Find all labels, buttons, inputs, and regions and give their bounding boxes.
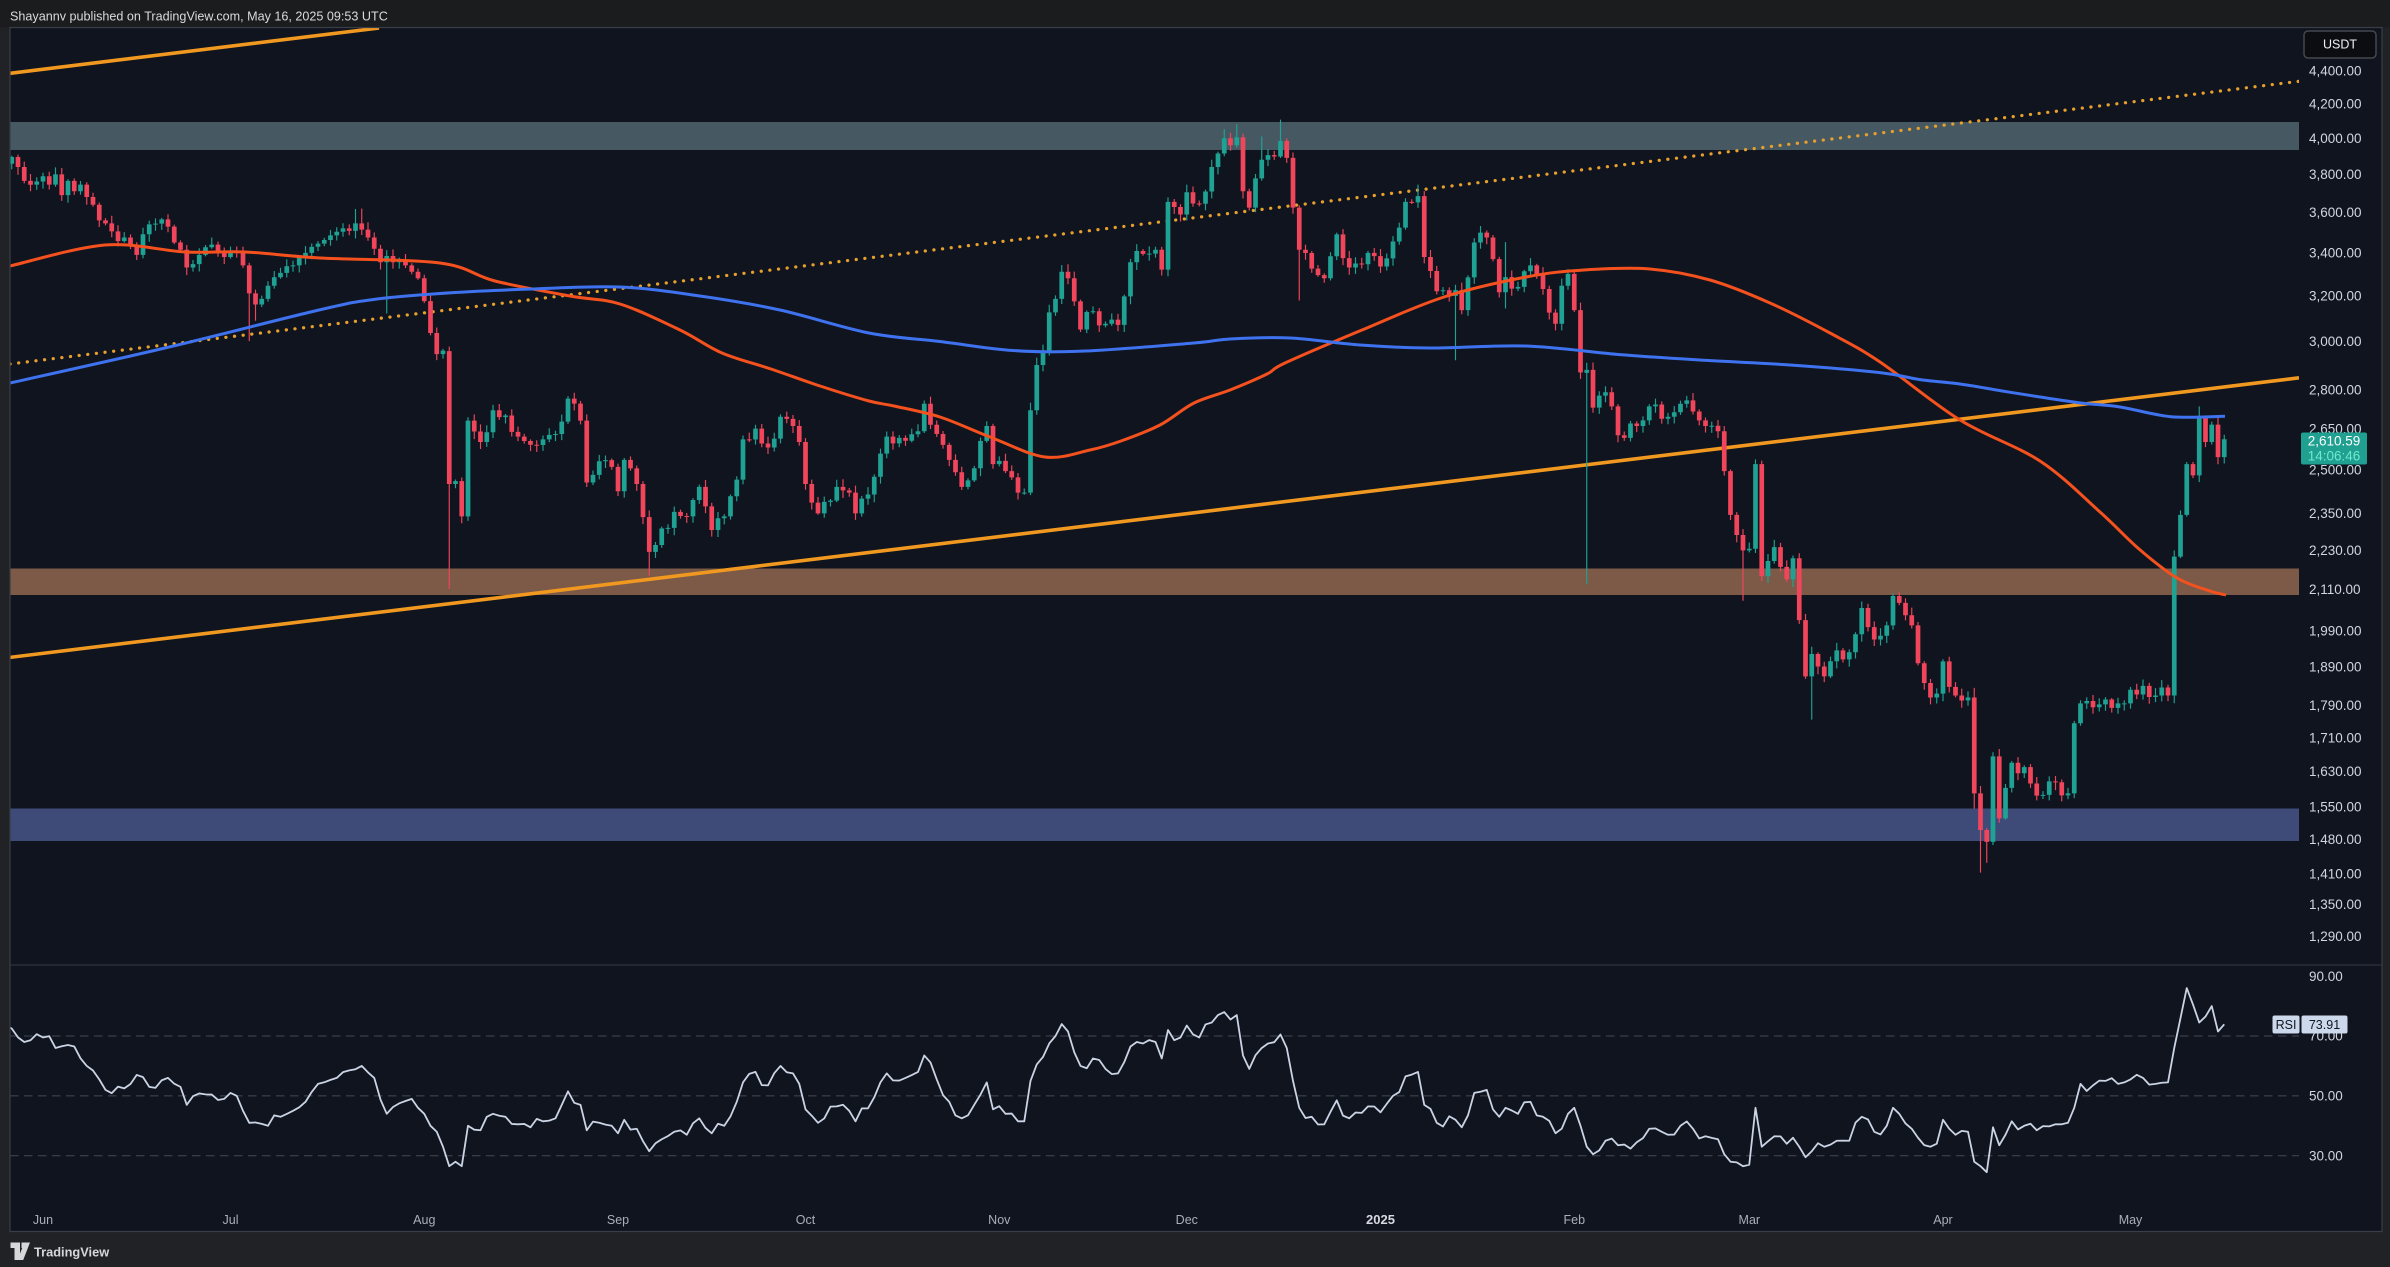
svg-text:1,290.00: 1,290.00 (2309, 929, 2362, 944)
svg-text:90.00: 90.00 (2309, 969, 2343, 984)
svg-text:4,000.00: 4,000.00 (2309, 131, 2362, 146)
svg-text:Jun: Jun (33, 1213, 53, 1227)
svg-text:2,800.00: 2,800.00 (2309, 382, 2362, 397)
svg-text:Shayannv published on TradingV: Shayannv published on TradingView.com, M… (10, 10, 388, 24)
svg-text:2,110.00: 2,110.00 (2309, 582, 2361, 597)
svg-text:Aug: Aug (413, 1213, 435, 1227)
svg-text:50.00: 50.00 (2309, 1089, 2343, 1104)
svg-text:3,400.00: 3,400.00 (2309, 246, 2362, 261)
svg-text:2,610.59: 2,610.59 (2308, 434, 2361, 449)
svg-text:4,400.00: 4,400.00 (2309, 64, 2362, 79)
svg-text:1,790.00: 1,790.00 (2309, 698, 2362, 713)
svg-text:3,200.00: 3,200.00 (2309, 288, 2362, 303)
svg-text:1,550.00: 1,550.00 (2309, 800, 2362, 815)
svg-text:Jul: Jul (223, 1213, 239, 1227)
svg-text:May: May (2119, 1213, 2143, 1227)
svg-text:1,410.00: 1,410.00 (2309, 866, 2362, 881)
svg-text:4,200.00: 4,200.00 (2309, 97, 2362, 112)
svg-text:3,600.00: 3,600.00 (2309, 205, 2362, 220)
svg-text:RSI: RSI (2276, 1018, 2297, 1032)
svg-text:Nov: Nov (988, 1213, 1011, 1227)
svg-text:USDT: USDT (2323, 38, 2357, 52)
svg-text:1,350.00: 1,350.00 (2309, 897, 2362, 912)
svg-text:14:06:46: 14:06:46 (2308, 449, 2361, 464)
svg-text:1,710.00: 1,710.00 (2309, 730, 2362, 745)
svg-text:73.91: 73.91 (2309, 1018, 2340, 1032)
svg-text:1,480.00: 1,480.00 (2309, 832, 2362, 847)
svg-text:Mar: Mar (1739, 1213, 1761, 1227)
svg-text:Feb: Feb (1564, 1213, 1586, 1227)
svg-text:30.00: 30.00 (2309, 1148, 2343, 1163)
svg-text:Dec: Dec (1176, 1213, 1198, 1227)
svg-text:2,230.00: 2,230.00 (2309, 543, 2362, 558)
svg-text:3,000.00: 3,000.00 (2309, 334, 2362, 349)
svg-text:Oct: Oct (796, 1213, 816, 1227)
svg-text:1,990.00: 1,990.00 (2309, 623, 2362, 638)
svg-text:2025: 2025 (1366, 1212, 1395, 1227)
svg-text:2,500.00: 2,500.00 (2309, 462, 2362, 477)
svg-text:1,630.00: 1,630.00 (2309, 764, 2362, 779)
svg-text:Sep: Sep (607, 1213, 629, 1227)
svg-text:Apr: Apr (1933, 1213, 1952, 1227)
svg-text:2,350.00: 2,350.00 (2309, 506, 2362, 521)
svg-text:3,800.00: 3,800.00 (2309, 167, 2362, 182)
svg-text:TradingView: TradingView (34, 1245, 109, 1260)
svg-text:1,890.00: 1,890.00 (2309, 660, 2362, 675)
